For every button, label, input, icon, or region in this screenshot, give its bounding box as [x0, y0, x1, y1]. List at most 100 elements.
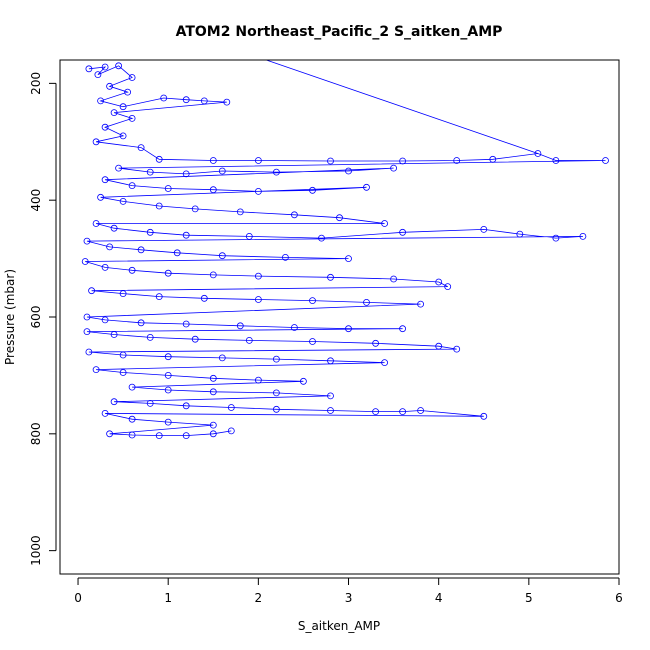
- data-point: [254, 296, 262, 303]
- data-point: [115, 62, 122, 70]
- data-point: [182, 432, 190, 440]
- data-point: [128, 431, 136, 439]
- data-point: [417, 300, 425, 308]
- y-axis-label: Pressure (mbar): [3, 269, 17, 365]
- data-point: [182, 320, 190, 328]
- series-connector-line: [265, 60, 538, 154]
- data-point: [453, 345, 461, 353]
- data-point: [290, 211, 298, 219]
- x-tick-label: 4: [435, 591, 443, 605]
- data-point: [309, 338, 316, 345]
- data-point: [137, 319, 145, 327]
- data-point: [236, 322, 244, 330]
- data-point: [119, 132, 127, 140]
- data-point: [327, 407, 334, 414]
- data-point: [200, 294, 208, 302]
- data-point: [345, 167, 352, 175]
- data-point: [101, 176, 109, 184]
- y-axis: 200 400 600 800 1000: [29, 72, 57, 566]
- y-tick-label: 1000: [29, 535, 43, 566]
- data-point: [160, 94, 168, 102]
- data-point: [345, 255, 352, 263]
- data-point: [516, 230, 524, 238]
- data-point: [272, 168, 280, 176]
- data-point: [281, 253, 289, 261]
- data-point: [218, 354, 226, 362]
- data-point: [480, 412, 488, 420]
- data-point: [110, 109, 118, 116]
- y-tick-label: 800: [29, 422, 43, 445]
- data-point: [435, 342, 443, 350]
- data-point: [453, 157, 461, 164]
- data-point: [128, 74, 136, 81]
- data-point: [272, 355, 280, 363]
- chart-title: ATOM2 Northeast_Pacific_2 S_aitken_AMP: [176, 24, 503, 40]
- data-point: [336, 214, 343, 222]
- x-tick-label: 6: [615, 591, 623, 605]
- data-point: [155, 155, 163, 163]
- data-point: [182, 231, 190, 239]
- x-tick-label: 2: [255, 591, 263, 605]
- data-point: [381, 220, 389, 227]
- data-point: [209, 421, 217, 429]
- data-point: [106, 243, 113, 251]
- data-point: [209, 157, 217, 164]
- data-point: [101, 123, 109, 131]
- data-point: [164, 386, 172, 394]
- data-point: [85, 348, 93, 356]
- plot-frame: [59, 59, 620, 575]
- x-axis-label: S_aitken_AMP: [298, 619, 380, 633]
- data-point: [115, 164, 122, 172]
- data-point: [164, 371, 172, 379]
- data-point: [480, 225, 488, 233]
- y-tick-label: 200: [29, 72, 43, 95]
- y-tick-label: 600: [29, 306, 43, 329]
- data-point: [345, 325, 352, 333]
- data-point: [97, 193, 104, 201]
- data-point: [119, 103, 127, 111]
- x-tick-label: 3: [345, 591, 353, 605]
- data-point: [119, 351, 127, 359]
- data-point: [92, 220, 100, 227]
- data-point: [146, 333, 154, 341]
- data-point: [245, 232, 253, 240]
- data-point: [390, 164, 398, 172]
- data-point: [318, 234, 325, 242]
- data-point: [399, 157, 407, 165]
- data-point: [372, 339, 380, 347]
- data-point: [435, 278, 443, 286]
- data-point: [101, 316, 109, 324]
- data-point: [155, 432, 163, 440]
- data-point: [254, 187, 262, 195]
- data-point: [218, 252, 226, 260]
- data-point: [146, 228, 154, 236]
- data-point: [92, 366, 100, 374]
- data-point: [83, 313, 91, 321]
- data-point: [372, 408, 380, 416]
- data-point: [110, 224, 118, 232]
- x-tick-label: 0: [74, 591, 82, 605]
- data-point: [327, 357, 334, 365]
- data-point: [299, 377, 307, 385]
- data-point: [191, 335, 199, 343]
- data-point: [101, 263, 109, 271]
- data-point: [552, 157, 560, 164]
- data-point: [128, 383, 136, 391]
- data-point: [602, 157, 609, 164]
- data-point: [209, 374, 217, 382]
- data-point: [119, 369, 127, 376]
- data-point: [137, 246, 145, 254]
- data-point: [236, 208, 244, 216]
- data-point: [327, 392, 334, 400]
- data-point: [254, 157, 262, 164]
- data-point: [223, 98, 231, 106]
- data-point: [83, 328, 91, 336]
- data-point: [173, 249, 181, 257]
- data-point: [579, 232, 587, 240]
- data-point: [94, 71, 102, 78]
- data-point: [124, 88, 131, 96]
- data-point: [363, 183, 370, 191]
- data-point: [227, 427, 235, 435]
- data-point: [85, 65, 93, 73]
